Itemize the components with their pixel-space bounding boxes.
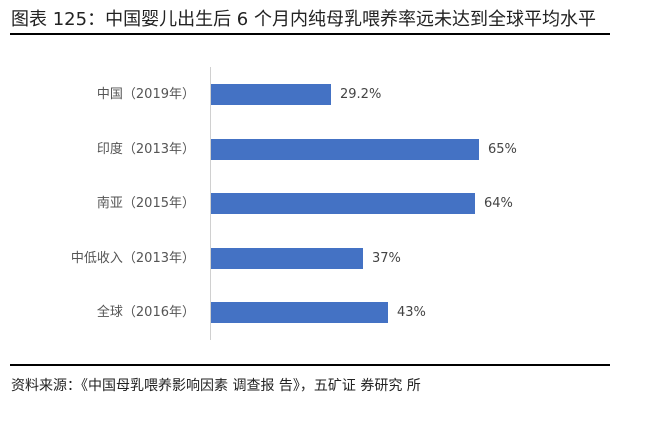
- category-label: 南亚（2015年）: [96, 196, 195, 211]
- data-label: 37%: [372, 251, 401, 266]
- category-label: 全球（2016年）: [96, 305, 195, 320]
- data-label: 65%: [488, 142, 517, 157]
- category-label: 印度（2013年）: [96, 142, 195, 157]
- source-note: 资料来源：《中国母乳喂养影响因素 调查报 告》，五矿证 券研究 所: [11, 378, 421, 394]
- data-label: 43%: [397, 305, 426, 320]
- title-divider: [10, 33, 610, 35]
- data-label: 29.2%: [340, 87, 382, 102]
- bar: [211, 248, 363, 269]
- bar: [211, 84, 331, 105]
- bar: [211, 193, 475, 214]
- category-axis-line: [210, 67, 211, 340]
- category-label: 中国（2019年）: [96, 87, 195, 102]
- bar: [211, 139, 479, 160]
- category-label: 中低收入（2013年）: [70, 251, 195, 266]
- source-divider: [10, 364, 610, 366]
- data-label: 64%: [484, 196, 513, 211]
- figure-title: 图表 125：中国婴儿出生后 6 个月内纯母乳喂养率远未达到全球平均水平: [11, 9, 596, 30]
- bar: [211, 302, 388, 323]
